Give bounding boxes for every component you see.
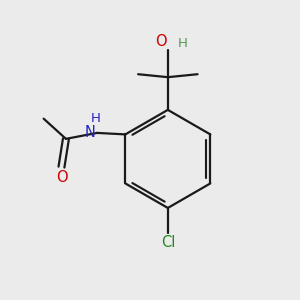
Text: H: H: [178, 37, 188, 50]
Text: O: O: [56, 170, 67, 185]
Text: H: H: [91, 112, 100, 125]
Text: Cl: Cl: [160, 235, 175, 250]
Text: O: O: [155, 34, 166, 49]
Text: N: N: [85, 124, 96, 140]
